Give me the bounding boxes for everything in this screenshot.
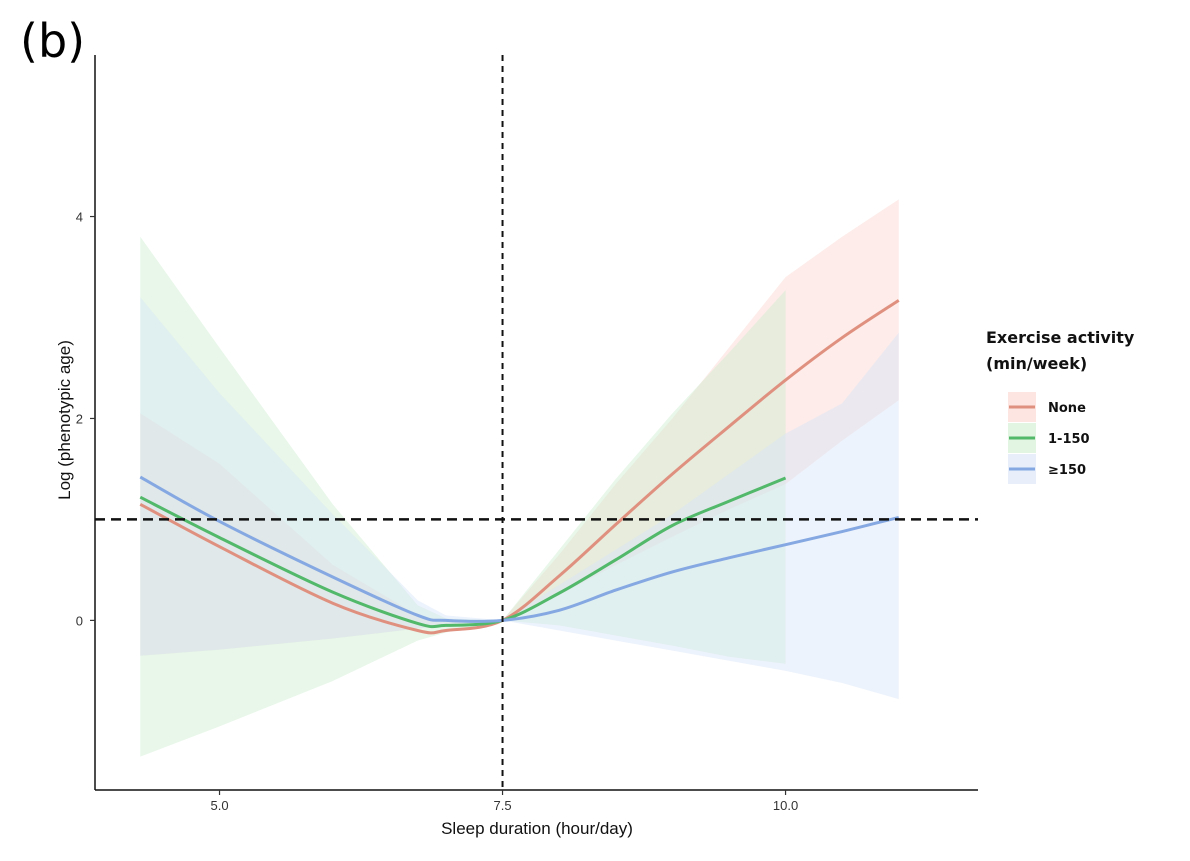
reference-lines bbox=[95, 55, 978, 790]
legend-label-ge150: ≥150 bbox=[1048, 463, 1086, 478]
x-tick-label: 10.0 bbox=[773, 798, 798, 813]
ci-band-none bbox=[140, 199, 899, 656]
series-lines bbox=[139, 299, 900, 635]
panel-label: (b) bbox=[20, 14, 86, 68]
axis-ticks: 5.0 7.5 10.0 0 2 4 bbox=[76, 210, 798, 813]
y-tick-label: 4 bbox=[76, 210, 83, 225]
series-line-1-150 bbox=[139, 476, 787, 629]
x-tick-label: 7.5 bbox=[493, 798, 511, 813]
legend-label-none: None bbox=[1048, 401, 1086, 416]
x-axis-title: Sleep duration (hour/day) bbox=[441, 819, 633, 838]
legend-title-line1: Exercise activity bbox=[986, 328, 1135, 347]
x-tick-label: 5.0 bbox=[210, 798, 228, 813]
series-line-none bbox=[139, 299, 900, 635]
series-line-ge150 bbox=[139, 475, 900, 623]
confidence-bands bbox=[140, 199, 899, 757]
legend-label-1-150: 1-150 bbox=[1048, 432, 1090, 447]
y-tick-label: 0 bbox=[76, 613, 83, 628]
legend-title-line2: (min/week) bbox=[986, 354, 1087, 373]
y-tick-label: 2 bbox=[76, 411, 83, 426]
ci-band-1-150 bbox=[140, 236, 786, 757]
legend: Exercise activity (min/week) None 1-150 ≥1… bbox=[986, 328, 1135, 484]
y-axis-title: Log (phenotypic age) bbox=[55, 340, 74, 500]
ci-band-ge150 bbox=[140, 297, 899, 700]
axes bbox=[94, 55, 978, 791]
legend-items: None 1-150 ≥150 bbox=[1008, 392, 1090, 484]
